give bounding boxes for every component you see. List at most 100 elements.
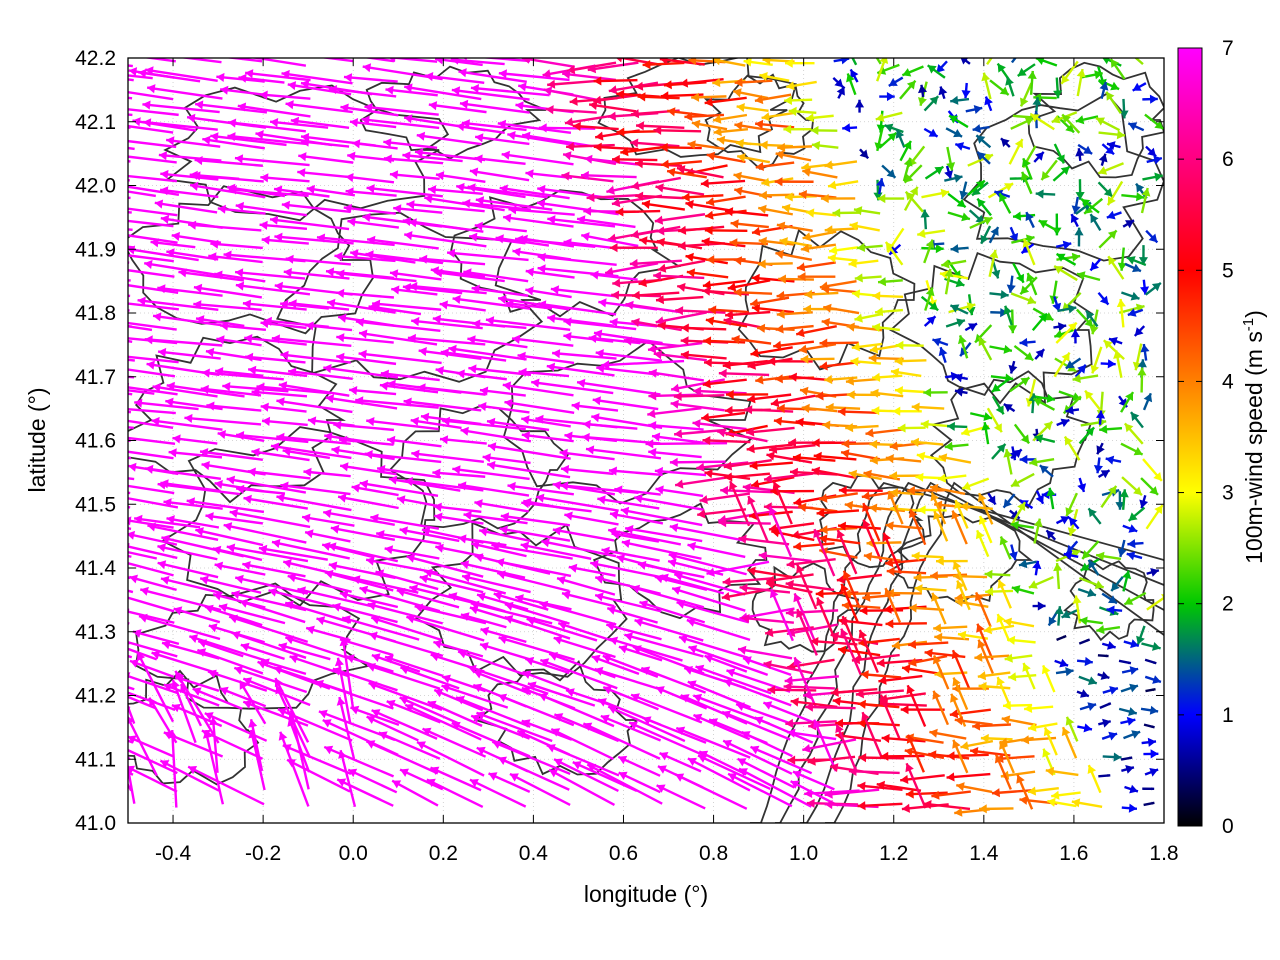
wind-vector-shaft (450, 58, 505, 66)
wind-vector (948, 302, 976, 314)
wind-vector (128, 294, 131, 298)
wind-vector (343, 73, 398, 83)
wind-vector-head (798, 190, 807, 200)
wind-vector-head (886, 169, 896, 178)
wind-vector-head (655, 183, 664, 193)
wind-vector-head (677, 282, 686, 292)
wind-vector (805, 208, 837, 218)
wind-vector-head (977, 198, 986, 208)
wind-vector-head (326, 267, 335, 277)
wind-vector (1005, 76, 1015, 97)
wind-vector-shaft (566, 143, 615, 149)
wind-vector-shaft (128, 174, 177, 183)
wind-vector (901, 65, 924, 77)
wind-vector-shaft (563, 240, 615, 250)
wind-vector-head (656, 237, 665, 247)
wind-vector (427, 185, 483, 195)
wind-vector (448, 344, 527, 361)
wind-vector-shaft (128, 228, 133, 232)
wind-vector (459, 99, 530, 114)
wind-vector-shaft (298, 154, 354, 164)
wind-vector-head (605, 267, 614, 277)
wind-vector-head (1138, 257, 1148, 265)
wind-vector-shaft (237, 104, 311, 118)
wind-vector-head (49, 219, 57, 228)
wind-vector-shaft (675, 309, 726, 314)
wind-vector-head (471, 284, 480, 294)
wind-vector (924, 165, 945, 180)
wind-vector (458, 68, 527, 84)
wind-vector-head (1024, 117, 1034, 126)
wind-vector-head (796, 262, 806, 272)
wind-vector-head (1015, 273, 1024, 283)
wind-vector (157, 347, 221, 360)
wind-vector-head (112, 669, 121, 678)
wind-vector (945, 127, 963, 138)
wind-vector (475, 196, 553, 211)
wind-vector-head (757, 259, 766, 269)
wind-vector-head (115, 104, 123, 113)
wind-vector-head (90, 412, 98, 421)
wind-vector-head (729, 238, 738, 248)
wind-vector-head (653, 350, 662, 360)
wind-vector-head (1103, 188, 1113, 197)
wind-vector-shaft (634, 161, 683, 168)
wind-vector (340, 103, 399, 117)
wind-vector-head (798, 344, 808, 354)
wind-vector (609, 243, 658, 253)
wind-vector (676, 165, 724, 179)
wind-vector (525, 286, 572, 299)
wind-vector-head (884, 123, 894, 133)
wind-vector-shaft (385, 88, 438, 97)
wind-vector (938, 86, 948, 100)
wind-vector (923, 127, 939, 138)
wind-vector-shaft (391, 287, 438, 296)
wind-vector-head (601, 360, 610, 370)
wind-vector (361, 115, 440, 130)
wind-vector-shaft (217, 207, 266, 215)
wind-vector-shaft (440, 350, 507, 362)
wind-vector-head (59, 570, 68, 579)
wind-vector (227, 132, 308, 146)
wind-vector (259, 220, 308, 231)
wind-vector (1109, 58, 1126, 80)
wind-vector-head (956, 198, 966, 208)
wind-vector-head (1005, 76, 1014, 86)
wind-vector (385, 85, 438, 97)
wind-vector-head (1126, 256, 1136, 265)
wind-vector-shaft (281, 72, 353, 85)
wind-vector-shaft (227, 120, 306, 133)
wind-vector-head (538, 300, 547, 310)
wind-vector-shaft (128, 279, 131, 282)
wind-vector-shaft (128, 96, 133, 100)
wind-vector (733, 287, 773, 297)
wind-vector-head (656, 226, 665, 236)
wind-vector (704, 96, 747, 107)
wind-vector (238, 73, 285, 84)
wind-vector (157, 284, 223, 297)
wind-vector-shaft (409, 284, 487, 295)
wind-vector (800, 243, 837, 253)
wind-vector-head (854, 313, 863, 323)
wind-vector-head (210, 239, 219, 249)
wind-vector-head (525, 286, 534, 296)
wind-vector (187, 220, 262, 232)
wind-vector-head (118, 745, 127, 753)
wind-vector-head (128, 67, 138, 77)
wind-vector-head (305, 321, 314, 331)
wind-vector-head (824, 225, 833, 235)
wind-vector-head (96, 227, 104, 236)
wind-vector-head (783, 124, 792, 134)
wind-vector (194, 156, 263, 167)
wind-vector (145, 66, 218, 82)
wind-vector-head (1035, 152, 1044, 161)
wind-vector-shaft (411, 319, 483, 330)
wind-vector (234, 268, 306, 280)
wind-vector (641, 199, 686, 211)
wind-vector-head (594, 329, 603, 339)
wind-vector-head (1026, 273, 1035, 282)
wind-vector-head (361, 115, 370, 125)
wind-vector-shaft (285, 102, 353, 114)
wind-vector-head (566, 142, 574, 152)
